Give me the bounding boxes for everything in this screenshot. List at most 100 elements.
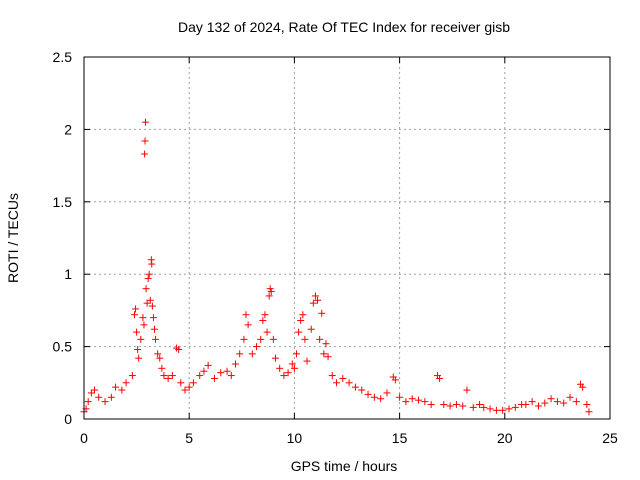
data-point — [142, 285, 150, 293]
y-tick-label: 0.5 — [53, 339, 73, 355]
data-point — [318, 309, 326, 317]
data-point — [528, 398, 536, 406]
data-point — [248, 350, 256, 358]
chart-title: Day 132 of 2024, Rate Of TEC Index for r… — [178, 19, 510, 35]
y-tick-label: 2 — [64, 121, 72, 137]
data-point — [415, 396, 423, 404]
data-point — [257, 335, 265, 343]
data-point — [566, 393, 574, 401]
data-point — [141, 118, 149, 126]
data-point — [276, 364, 284, 372]
data-point — [476, 401, 484, 409]
data-point — [459, 402, 467, 410]
data-point — [148, 302, 156, 310]
data-point — [130, 311, 138, 319]
data-point — [541, 399, 549, 407]
data-point — [377, 395, 385, 403]
data-point — [370, 393, 378, 401]
data-point — [499, 406, 507, 414]
data-point — [240, 335, 248, 343]
data-point — [511, 403, 519, 411]
data-point — [84, 398, 92, 406]
data-point — [267, 288, 275, 296]
data-point — [311, 292, 319, 300]
data-point — [553, 398, 561, 406]
data-point — [339, 374, 347, 382]
data-point — [204, 361, 212, 369]
data-point — [469, 403, 477, 411]
data-point — [351, 383, 359, 391]
data-point — [320, 350, 328, 358]
data-point — [324, 353, 332, 361]
x-tick-label: 25 — [602, 430, 618, 446]
data-point — [280, 372, 288, 380]
data-point — [284, 369, 292, 377]
data-point — [492, 406, 500, 414]
data-point — [486, 405, 494, 413]
data-point — [150, 325, 158, 333]
data-point — [158, 364, 166, 372]
data-point — [141, 150, 149, 158]
data-point — [143, 299, 151, 307]
data-point — [154, 350, 162, 358]
y-tick-label: 1 — [64, 266, 72, 282]
data-point — [265, 292, 273, 300]
data-point — [185, 383, 193, 391]
data-point — [522, 401, 530, 409]
data-point — [440, 401, 448, 409]
data-point — [316, 335, 324, 343]
data-point — [288, 360, 296, 368]
data-point — [118, 386, 126, 394]
grid — [84, 57, 610, 419]
y-tick-label: 2.5 — [53, 49, 73, 65]
y-tick-label: 0 — [64, 411, 72, 427]
y-axis-label: ROTI / TECUs — [5, 193, 21, 283]
data-point — [210, 374, 218, 382]
data-point — [358, 386, 366, 394]
data-point — [446, 402, 454, 410]
plot-frame — [83, 56, 611, 420]
data-point — [421, 398, 429, 406]
data-point — [299, 311, 307, 319]
data-point — [200, 367, 208, 375]
data-point — [293, 350, 301, 358]
x-axis-label: GPS time / hours — [291, 458, 398, 474]
x-tick-label: 15 — [392, 430, 408, 446]
data-point — [301, 335, 309, 343]
data-point — [128, 372, 136, 380]
data-point — [156, 354, 164, 362]
data-point — [244, 321, 252, 329]
data-point — [560, 399, 568, 407]
data-point — [328, 372, 336, 380]
data-point — [309, 299, 317, 307]
data-point — [303, 357, 311, 365]
data-point — [427, 401, 435, 409]
data-point — [307, 325, 315, 333]
data-point — [112, 383, 120, 391]
data-point — [505, 405, 513, 413]
data-point — [269, 335, 277, 343]
data-point — [585, 408, 593, 416]
data-point — [402, 398, 410, 406]
data-point — [122, 379, 130, 387]
data-point — [144, 275, 152, 283]
data-point — [396, 393, 404, 401]
data-point — [266, 285, 274, 293]
data-point — [134, 345, 142, 353]
data-point — [139, 314, 147, 322]
data-point — [133, 328, 141, 336]
data-point — [175, 345, 183, 353]
data-point — [217, 369, 225, 377]
data-point — [160, 372, 168, 380]
data-points — [80, 118, 593, 416]
data-point — [534, 402, 542, 410]
data-point — [148, 260, 156, 268]
data-point — [263, 328, 271, 336]
data-point — [295, 328, 303, 336]
data-point — [572, 398, 580, 406]
data-point — [408, 395, 416, 403]
data-point — [137, 335, 145, 343]
data-point — [463, 386, 471, 394]
axis-ticks: 0 5 10 15 20 25 0 0.5 1 1.5 2 2.5 — [53, 49, 618, 446]
